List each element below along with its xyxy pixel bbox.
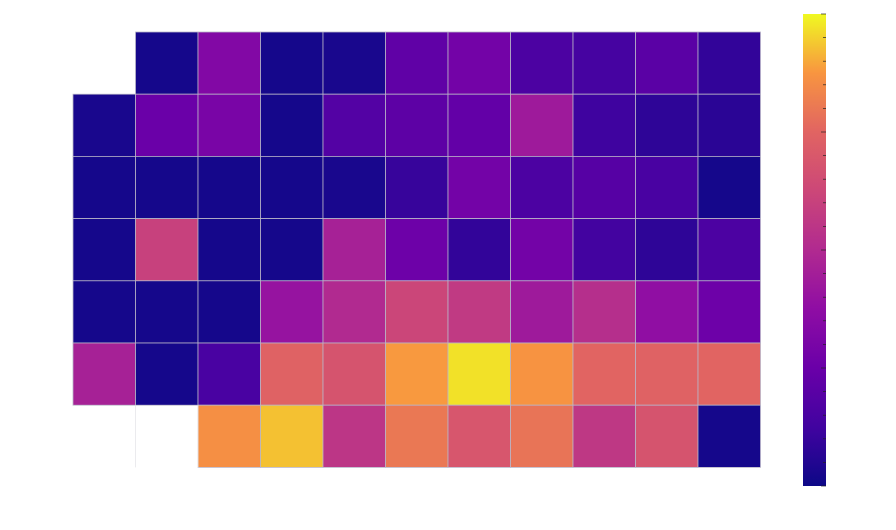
heatmap-cell-r1-c6: [447, 93, 511, 157]
heatmap-cell-r2-c10: [697, 155, 761, 219]
heatmap-cell-r1-c10: [697, 93, 761, 157]
colorbar-ticks: [821, 13, 826, 487]
heatmap-cell-r3-c9: [635, 218, 699, 282]
heatmap-cell-r0-c7: [510, 31, 574, 95]
heatmap-cell-r6-c3: [260, 404, 324, 468]
heatmap-cell-r5-c7: [510, 342, 574, 406]
heatmap-cell-r3-c7: [510, 218, 574, 282]
heatmap-cell-r1-c1: [135, 93, 199, 157]
heatmap-cell-r4-c2: [197, 280, 261, 344]
heatmap-cell-r1-c0: [72, 93, 136, 157]
heatmap-cell-r2-c1: [135, 155, 199, 219]
heatmap-cell-r1-c4: [322, 93, 386, 157]
heatmap-cell-r4-c8: [572, 280, 636, 344]
heatmap-cell-r0-c2: [197, 31, 261, 95]
heatmap-cell-r2-c5: [385, 155, 449, 219]
heatmap-cell-r5-c8: [572, 342, 636, 406]
heatmap-cell-r4-c4: [322, 280, 386, 344]
heatmap-cell-r1-c9: [635, 93, 699, 157]
heatmap-grid: [135, 405, 199, 468]
heatmap-cell-r4-c9: [635, 280, 699, 344]
heatmap-cell-r4-c10: [697, 280, 761, 344]
heatmap-cell-r3-c1: [135, 218, 199, 282]
heatmap-cell-r3-c5: [385, 218, 449, 282]
heatmap-cells: [72, 31, 761, 468]
heatmap-cell-r0-c3: [260, 31, 324, 95]
heatmap-cell-r5-c10: [697, 342, 761, 406]
heatmap-cell-r3-c10: [697, 218, 761, 282]
heatmap-cell-r0-c4: [322, 31, 386, 95]
colorbar: [803, 13, 826, 487]
heatmap-cell-r2-c8: [572, 155, 636, 219]
heatmap-cell-r2-c2: [197, 155, 261, 219]
heatmap-cell-r1-c3: [260, 93, 324, 157]
heatmap-cell-r5-c9: [635, 342, 699, 406]
heatmap-cell-r4-c6: [447, 280, 511, 344]
heatmap-cell-r6-c9: [635, 404, 699, 468]
heatmap-cell-r1-c5: [385, 93, 449, 157]
heatmap-cell-r1-c7: [510, 93, 574, 157]
heatmap-cell-r5-c6: [447, 342, 511, 406]
heatmap-cell-r0-c1: [135, 31, 199, 95]
heatmap-cell-r0-c9: [635, 31, 699, 95]
heatmap-cell-r5-c2: [197, 342, 261, 406]
heatmap-cell-r4-c5: [385, 280, 449, 344]
heatmap-cell-r2-c7: [510, 155, 574, 219]
heatmap-cell-r2-c0: [72, 155, 136, 219]
heatmap-cell-r0-c8: [572, 31, 636, 95]
heatmap-cell-r4-c1: [135, 280, 199, 344]
heatmap-cell-r4-c7: [510, 280, 574, 344]
heatmap-cell-r6-c8: [572, 404, 636, 468]
heatmap-cell-r6-c5: [385, 404, 449, 468]
heatmap-cell-r6-c10: [697, 404, 761, 468]
heatmap-cell-r0-c5: [385, 31, 449, 95]
heatmap-cell-r1-c8: [572, 93, 636, 157]
heatmap-cell-r2-c4: [322, 155, 386, 219]
heatmap-cell-r6-c4: [322, 404, 386, 468]
heatmap-cell-r0-c6: [447, 31, 511, 95]
heatmap-cell-r5-c3: [260, 342, 324, 406]
heatmap-cell-r4-c0: [72, 280, 136, 344]
heatmap-cell-r4-c3: [260, 280, 324, 344]
heatmap-cell-r3-c2: [197, 218, 261, 282]
heatmap-cell-r6-c2: [197, 404, 261, 468]
heatmap-cell-r5-c0: [72, 342, 136, 406]
heatmap-cell-r2-c6: [447, 155, 511, 219]
colorbar-gradient: [803, 14, 826, 486]
heatmap-cell-r5-c5: [385, 342, 449, 406]
heatmap-cell-r5-c4: [322, 342, 386, 406]
heatmap-cell-r3-c4: [322, 218, 386, 282]
heatmap-cell-r1-c2: [197, 93, 261, 157]
heatmap-cell-r2-c9: [635, 155, 699, 219]
heatmap-cell-r6-c6: [447, 404, 511, 468]
heatmap-cell-r5-c1: [135, 342, 199, 406]
heatmap-cell-r6-c7: [510, 404, 574, 468]
heatmap-cell-r3-c8: [572, 218, 636, 282]
heatmap-cell-r3-c0: [72, 218, 136, 282]
heatmap-cell-r3-c6: [447, 218, 511, 282]
heatmap-cell-r3-c3: [260, 218, 324, 282]
heatmap-cell-r0-c10: [697, 31, 761, 95]
heatmap-cell-r2-c3: [260, 155, 324, 219]
